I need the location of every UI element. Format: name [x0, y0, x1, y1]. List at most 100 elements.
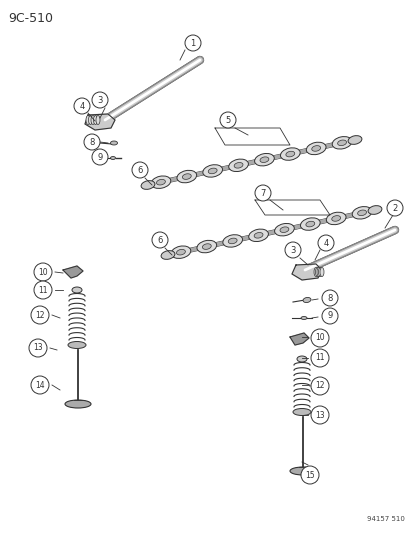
Circle shape — [254, 185, 271, 201]
Ellipse shape — [316, 268, 320, 277]
Ellipse shape — [311, 146, 320, 151]
Circle shape — [317, 235, 333, 251]
Ellipse shape — [254, 154, 274, 166]
Ellipse shape — [202, 165, 222, 177]
Ellipse shape — [325, 212, 345, 225]
Ellipse shape — [72, 287, 82, 293]
Ellipse shape — [259, 157, 268, 163]
Ellipse shape — [351, 207, 371, 219]
Circle shape — [34, 263, 52, 281]
Ellipse shape — [161, 251, 174, 260]
Ellipse shape — [248, 229, 268, 241]
Circle shape — [74, 98, 90, 114]
Ellipse shape — [88, 116, 92, 125]
Text: 10: 10 — [314, 334, 324, 343]
Ellipse shape — [357, 210, 366, 216]
Circle shape — [386, 200, 402, 216]
Text: 9C-510: 9C-510 — [8, 12, 53, 25]
Text: 12: 12 — [314, 382, 324, 391]
Ellipse shape — [208, 168, 216, 174]
Ellipse shape — [176, 249, 185, 255]
Circle shape — [310, 377, 328, 395]
Text: 13: 13 — [314, 410, 324, 419]
Circle shape — [92, 149, 108, 165]
Ellipse shape — [176, 171, 196, 183]
Text: 7: 7 — [260, 189, 265, 198]
Ellipse shape — [337, 140, 346, 146]
Ellipse shape — [110, 157, 115, 159]
Polygon shape — [63, 266, 83, 278]
Ellipse shape — [228, 159, 248, 172]
Ellipse shape — [86, 116, 90, 125]
Text: 6: 6 — [137, 166, 142, 174]
Ellipse shape — [300, 317, 306, 319]
Ellipse shape — [222, 235, 242, 247]
Polygon shape — [291, 264, 321, 280]
Ellipse shape — [96, 116, 100, 125]
Ellipse shape — [313, 268, 317, 277]
Text: 12: 12 — [35, 311, 45, 319]
Ellipse shape — [182, 174, 191, 180]
Circle shape — [29, 339, 47, 357]
Ellipse shape — [65, 400, 91, 408]
Ellipse shape — [296, 356, 306, 362]
Circle shape — [310, 406, 328, 424]
Circle shape — [185, 35, 201, 51]
Ellipse shape — [331, 216, 340, 221]
Text: 11: 11 — [314, 353, 324, 362]
Ellipse shape — [306, 142, 325, 155]
Ellipse shape — [68, 342, 86, 349]
Ellipse shape — [289, 467, 315, 475]
Text: 1: 1 — [190, 38, 195, 47]
Polygon shape — [289, 333, 308, 345]
Ellipse shape — [254, 232, 262, 238]
Ellipse shape — [151, 176, 171, 189]
Ellipse shape — [202, 244, 211, 249]
Ellipse shape — [274, 223, 294, 236]
Ellipse shape — [156, 180, 165, 185]
Text: 11: 11 — [38, 286, 47, 295]
Text: 4: 4 — [79, 101, 84, 110]
Ellipse shape — [285, 151, 294, 157]
Ellipse shape — [318, 268, 322, 277]
Ellipse shape — [234, 163, 242, 168]
Circle shape — [31, 376, 49, 394]
Ellipse shape — [91, 116, 95, 125]
Ellipse shape — [110, 141, 117, 145]
Ellipse shape — [300, 218, 319, 230]
Text: 8: 8 — [327, 294, 332, 303]
Circle shape — [219, 112, 235, 128]
Circle shape — [84, 134, 100, 150]
Ellipse shape — [141, 181, 154, 189]
Text: 6: 6 — [157, 236, 162, 245]
Ellipse shape — [315, 268, 319, 277]
Ellipse shape — [331, 136, 351, 149]
Ellipse shape — [197, 240, 216, 253]
Ellipse shape — [319, 268, 323, 277]
Text: 9: 9 — [327, 311, 332, 320]
Text: 2: 2 — [392, 204, 396, 213]
Circle shape — [321, 308, 337, 324]
Ellipse shape — [280, 148, 299, 160]
Circle shape — [321, 290, 337, 306]
Text: 9: 9 — [97, 152, 102, 161]
Circle shape — [31, 306, 49, 324]
Ellipse shape — [347, 135, 361, 144]
Text: 3: 3 — [97, 95, 102, 104]
Ellipse shape — [302, 297, 310, 303]
Ellipse shape — [171, 246, 190, 259]
Text: 5: 5 — [225, 116, 230, 125]
Polygon shape — [85, 114, 115, 130]
Ellipse shape — [305, 221, 314, 227]
Text: 8: 8 — [89, 138, 95, 147]
Text: 94157 510: 94157 510 — [366, 516, 404, 522]
Circle shape — [310, 329, 328, 347]
Ellipse shape — [292, 408, 310, 416]
Text: 3: 3 — [290, 246, 295, 254]
Circle shape — [284, 242, 300, 258]
Text: 10: 10 — [38, 268, 47, 277]
Circle shape — [300, 466, 318, 484]
Text: 14: 14 — [35, 381, 45, 390]
Ellipse shape — [367, 206, 381, 214]
Ellipse shape — [93, 116, 97, 125]
